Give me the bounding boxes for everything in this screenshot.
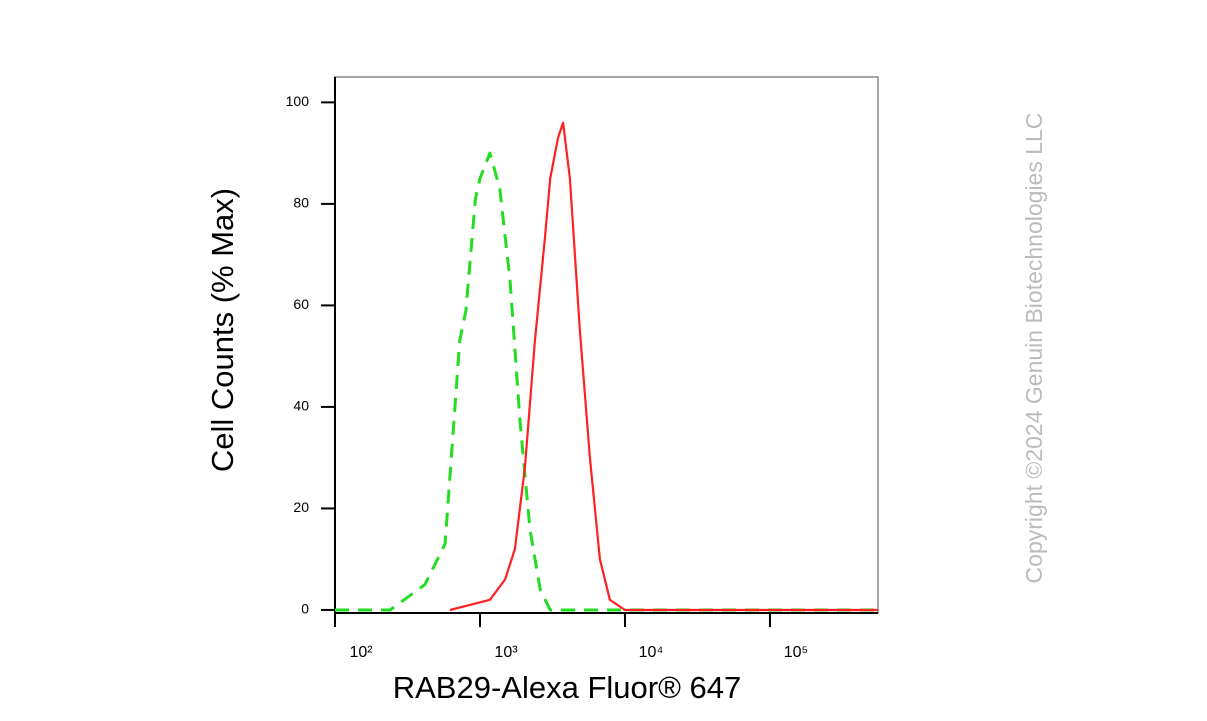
y-tick-label: 60 — [293, 296, 309, 312]
y-tick-label: 40 — [293, 398, 309, 414]
y-tick-label: 20 — [293, 499, 309, 515]
y-tick-label: 80 — [293, 195, 309, 211]
y-axis-label: Cell Counts (% Max) — [205, 188, 240, 472]
x-tick-label: 10⁴ — [639, 644, 664, 661]
y-tick-label: 0 — [301, 601, 309, 617]
x-tick-label: 10⁵ — [784, 644, 808, 661]
x-axis-label: RAB29-Alexa Fluor® 647 — [393, 670, 742, 705]
histogram-line — [335, 151, 878, 612]
histogram-line — [449, 121, 878, 612]
x-tick-label: 10² — [349, 644, 373, 661]
plot-frame — [334, 76, 879, 614]
y-tick-label: 100 — [286, 93, 310, 109]
x-tick-label: 10³ — [494, 644, 518, 661]
watermark: Copyright ©2024 Genuin Biotechnologies L… — [1021, 113, 1047, 584]
